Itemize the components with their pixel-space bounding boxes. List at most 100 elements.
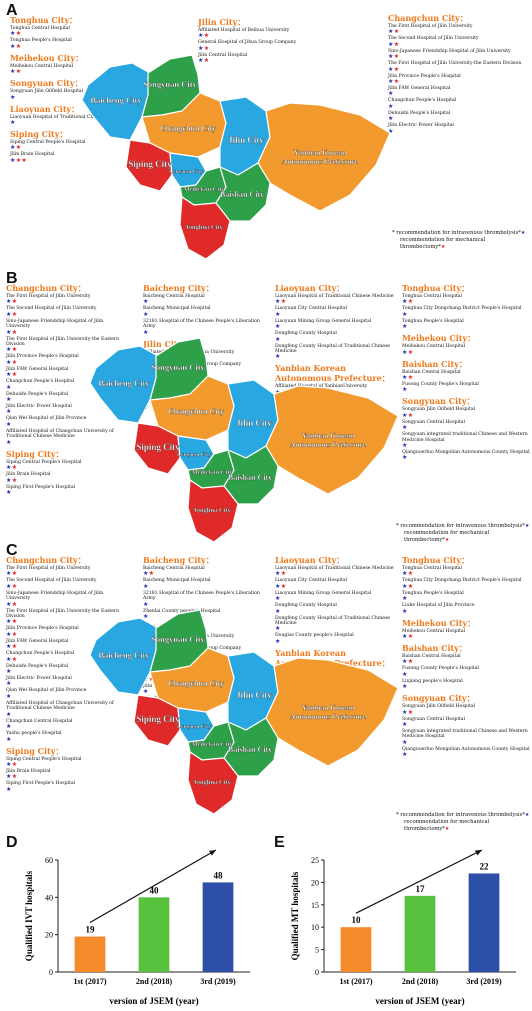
ivt-star-icon: ★ bbox=[143, 688, 149, 696]
hospital-name: The Second Hospital of Jilin University bbox=[388, 36, 479, 42]
hospital-name: Songyuan Central Hospital bbox=[402, 419, 466, 425]
ivt-star-icon: ★ bbox=[402, 310, 408, 318]
mt-star-icon: ★ bbox=[393, 65, 400, 73]
mt-star-icon: ★ bbox=[11, 643, 18, 651]
hospital-column: Jilin City： Affiliated Hospital of Beihua… bbox=[198, 14, 348, 64]
hospital-name: The First Hospital of Jilin University bbox=[388, 24, 473, 29]
mt-star-icon: ★ bbox=[11, 346, 18, 354]
recommendation-stars: ★★ bbox=[6, 310, 124, 318]
map-region bbox=[133, 694, 181, 747]
hospital-entry: General Hospital of Jihua Group Company★… bbox=[198, 40, 348, 51]
recommendation-stars: ★★ bbox=[275, 299, 399, 305]
hospital-name: Yushu people's Hospital bbox=[6, 731, 62, 737]
hospital-entry: Changchun People's Hospital ★★ bbox=[6, 651, 124, 662]
city-heading: Liaoyuan City： bbox=[275, 555, 345, 565]
ivt-star-icon: ★ bbox=[6, 723, 12, 731]
ivt-star-icon: ★ bbox=[388, 127, 394, 135]
mt-star-icon: ★ bbox=[21, 156, 28, 164]
recommendation-stars: ★ bbox=[275, 311, 399, 318]
hospital-entry: Dongfeng County Hospital ★ bbox=[275, 331, 399, 342]
hospital-name: Linjiang people's Hospital bbox=[402, 678, 463, 684]
hospital-entry: Dehuishi People's Hospital ★ bbox=[388, 111, 528, 122]
hospital-name: Sino-Japanese Friendship Hospital of Jil… bbox=[6, 318, 104, 330]
ivt-star-icon: ★ bbox=[6, 692, 12, 700]
mt-star-icon: ★ bbox=[203, 44, 210, 52]
map-region bbox=[187, 750, 239, 815]
recommendation-stars: ★ bbox=[143, 614, 271, 620]
ivt-star-icon: ★ bbox=[402, 738, 408, 746]
hospital-name: Dongfeng County Hospital of Traditional … bbox=[275, 343, 391, 355]
city-heading: Songyuan City： bbox=[402, 693, 475, 704]
hospital-entry: Baicheng Municipal Hospital ★ bbox=[143, 578, 271, 589]
map-region-label: Songyuan City bbox=[151, 634, 205, 644]
recommendation-stars: ★ bbox=[402, 455, 530, 461]
trend-arrow bbox=[355, 849, 483, 914]
map-region-label: Liaoyuan City bbox=[169, 169, 203, 175]
mt-star-icon: ★ bbox=[280, 298, 287, 306]
mt-star-icon: ★ bbox=[11, 298, 18, 306]
ivt-star-icon: ★ bbox=[6, 328, 12, 336]
mt-star-icon: ★ bbox=[15, 144, 22, 152]
hospital-entry: Liaoyuan Hospital of Traditional Chinese… bbox=[275, 294, 399, 305]
hospital-name: Dehuishi People's Hospital bbox=[6, 391, 69, 397]
hospital-entry: Affiliated Hospital of Changchun Univers… bbox=[6, 701, 124, 718]
y-tick-label: 5 bbox=[315, 946, 319, 955]
y-axis-label: Qualified MT hospitals bbox=[290, 871, 300, 960]
recommendation-stars: ★★ bbox=[402, 412, 530, 419]
map-region-label: Jilin City bbox=[228, 135, 264, 145]
panel-label: D bbox=[6, 834, 18, 851]
ivt-star-icon: ★ bbox=[388, 28, 394, 36]
hospital-entry: Liaoyuan Hospital of Traditional Chinese… bbox=[275, 566, 399, 577]
y-tick-label: 0 bbox=[49, 968, 53, 977]
hospital-entry: Songyuan Jilin Oilfield Hospital ★ bbox=[10, 89, 140, 100]
hospital-name: Changchun Central Hospital bbox=[6, 718, 73, 724]
hospital-entry: 32183 Hospital of the Chinese People's L… bbox=[143, 591, 271, 608]
hospital-name: Jilin Province People's Hospital bbox=[388, 73, 461, 79]
map-region-label: Baicheng City bbox=[90, 95, 142, 105]
mt-star-icon: ★ bbox=[11, 464, 18, 472]
mt-star-icon: ★ bbox=[148, 570, 155, 578]
hospital-name: Qian Wei Hospital of Jilin Province bbox=[6, 688, 87, 694]
hospital-entry: Dongfeng County Hospital of Traditional … bbox=[275, 616, 399, 633]
y-tick-label: 40 bbox=[45, 893, 53, 902]
recommendation-stars: ★★ bbox=[10, 31, 140, 37]
bar-value-label: 17 bbox=[416, 884, 426, 894]
ivt-star-icon: ★ bbox=[402, 424, 408, 432]
mt-star-icon: ★ bbox=[11, 371, 18, 379]
recommendation-stars: ★★ bbox=[143, 571, 271, 577]
recommendation-stars: ★ bbox=[6, 421, 124, 428]
hospital-name: Baishan Central Hospital bbox=[402, 369, 461, 375]
hospital-entry: Jilin FAW General Hospital ★ bbox=[388, 86, 528, 97]
mt-star-icon: ★ bbox=[280, 582, 287, 590]
recommendation-stars: ★ bbox=[6, 692, 124, 700]
ivt-star-icon: ★ bbox=[6, 310, 12, 318]
recommendation-stars: ★ bbox=[402, 387, 530, 393]
hospital-entry: Songyuan integrated traditional Chinese … bbox=[402, 432, 530, 449]
hospital-name: The First Hospital of Jilin University bbox=[6, 294, 91, 299]
hospital-entry: Tonghua People's Hospital ★ bbox=[402, 591, 530, 602]
recommendation-stars: ★ bbox=[275, 596, 399, 602]
ivt-star-icon: ★ bbox=[275, 353, 281, 361]
y-tick-label: 20 bbox=[311, 878, 319, 887]
recommendation-stars: ★★ bbox=[275, 571, 399, 577]
mt-star-icon: ★ bbox=[11, 600, 18, 608]
city-heading: Changchun City： bbox=[388, 13, 468, 23]
x-axis-label: version of JSEM (year) bbox=[375, 996, 464, 1006]
ivt-star-icon: ★ bbox=[402, 670, 408, 678]
ivt-star-icon: ★ bbox=[275, 298, 281, 306]
recommendation-stars: ★ bbox=[143, 583, 271, 590]
city-heading: Baishan City： bbox=[402, 643, 467, 654]
hospital-name: Siping Central People's Hospital bbox=[10, 140, 86, 146]
mt-star-icon: ★ bbox=[11, 655, 18, 663]
bar-value-label: 22 bbox=[480, 861, 490, 871]
hospital-name: Baishan Central Hospital bbox=[402, 654, 461, 660]
hospital-entry: Jilin Province People's Hospital ★★ bbox=[388, 74, 528, 85]
hospital-name: Tonghua Central Hospital bbox=[402, 294, 462, 299]
mt-star-icon: ★ bbox=[203, 32, 210, 40]
y-axis-label: Qualified IVT hospitals bbox=[24, 870, 34, 961]
recommendation-stars: ★ bbox=[143, 601, 271, 608]
ivt-star-icon: ★ bbox=[6, 408, 12, 416]
hospital-name: Tonghua People's Hospital bbox=[402, 318, 464, 324]
hospital-name: Dongfeng County Hospital bbox=[275, 331, 337, 337]
